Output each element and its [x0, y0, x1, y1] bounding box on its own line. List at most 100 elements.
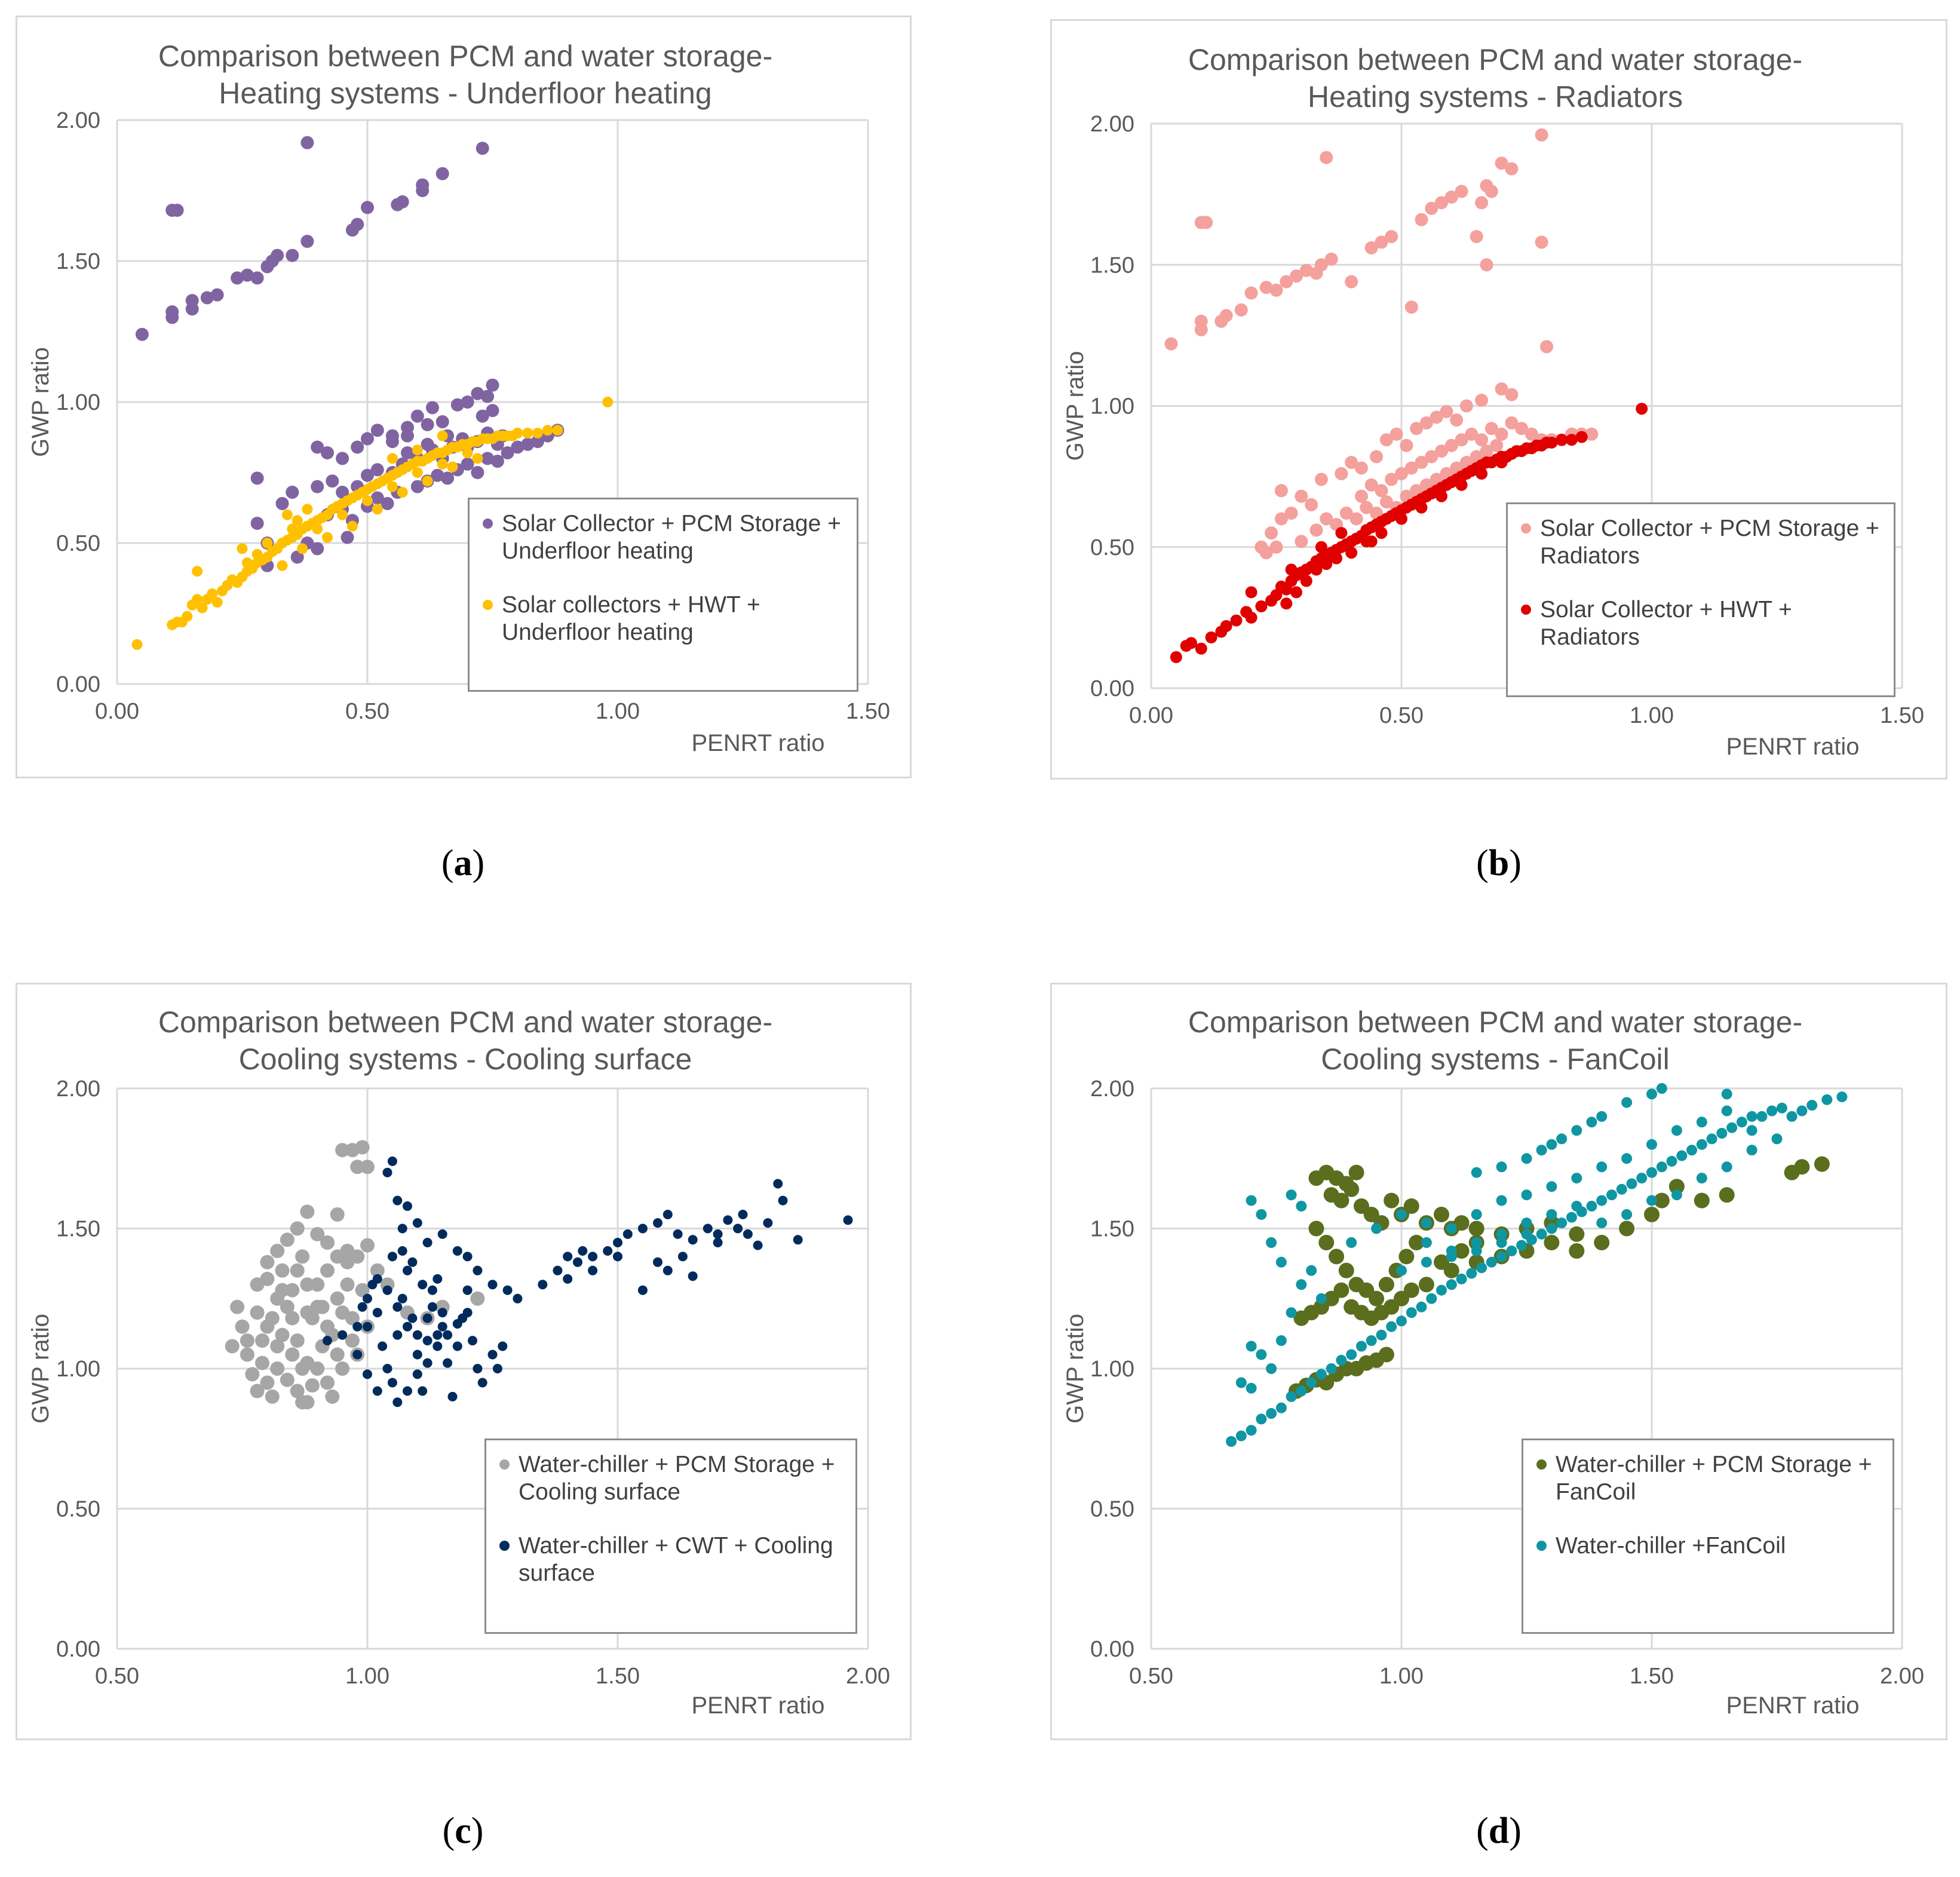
caption-c: (c): [442, 1811, 484, 1851]
data-point: [1766, 1105, 1778, 1117]
data-point: [1346, 1349, 1357, 1360]
data-point: [192, 594, 203, 605]
data-point: [325, 1389, 340, 1404]
data-point: [1296, 1201, 1307, 1212]
data-point: [588, 1252, 598, 1262]
data-point: [1771, 1133, 1783, 1145]
data-point: [397, 487, 408, 498]
data-point: [637, 1285, 648, 1295]
data-point: [1814, 1156, 1830, 1172]
data-point: [793, 1235, 803, 1245]
x-tick-label: 0.50: [345, 699, 389, 724]
legend-label-line: FanCoil: [1556, 1479, 1636, 1505]
data-point: [1403, 1282, 1419, 1298]
data-point: [1496, 1195, 1507, 1206]
data-point: [280, 1299, 295, 1314]
data-point: [182, 611, 193, 622]
data-point: [240, 1333, 254, 1348]
data-point: [1338, 1262, 1354, 1278]
data-point: [1266, 1408, 1277, 1419]
data-point: [1365, 535, 1378, 548]
data-point: [412, 444, 423, 456]
data-point: [1516, 1240, 1527, 1251]
data-point: [422, 1238, 433, 1247]
data-point: [410, 480, 424, 493]
data-point: [422, 1358, 433, 1368]
data-point: [275, 1263, 290, 1278]
data-point: [433, 1274, 443, 1284]
data-point: [1355, 489, 1368, 503]
y-tick-label: 0.00: [1090, 1637, 1134, 1662]
data-point: [470, 1291, 485, 1306]
data-point: [1569, 1226, 1585, 1242]
data-point: [1403, 1198, 1419, 1214]
data-point: [501, 446, 514, 459]
data-point: [1185, 637, 1197, 649]
data-point: [452, 1341, 462, 1351]
data-point: [843, 1215, 853, 1225]
legend-label-line: Underfloor heating: [502, 538, 694, 564]
data-point: [170, 204, 184, 217]
data-point: [1266, 1363, 1277, 1374]
data-point: [1306, 1265, 1317, 1276]
data-point: [255, 1355, 269, 1370]
data-point: [1646, 1088, 1657, 1100]
data-point: [1280, 597, 1293, 610]
data-point: [321, 446, 334, 459]
data-point: [1314, 258, 1328, 272]
legend-label-line: Water-chiller +FanCoil: [1556, 1533, 1786, 1559]
chart-title-line-1: Comparison between PCM and water storage…: [1188, 1005, 1802, 1039]
y-tick-label: 0.50: [56, 1497, 100, 1522]
data-point: [295, 1361, 310, 1376]
data-point: [407, 1313, 418, 1323]
data-point: [1415, 501, 1428, 514]
data-point: [403, 1201, 412, 1211]
data-point: [1556, 1217, 1568, 1229]
legend-item-1: Solar Collector + PCM Storage + Underfloo…: [481, 510, 845, 565]
legend-label-line: Underfloor heating: [502, 619, 694, 645]
data-point: [603, 1246, 613, 1256]
data-point: [688, 1271, 698, 1281]
data-point: [1696, 1173, 1707, 1184]
data-point: [407, 1257, 418, 1267]
data-point: [412, 1218, 422, 1228]
data-point: [1484, 185, 1498, 198]
data-point: [1465, 427, 1479, 441]
data-point: [462, 447, 473, 458]
data-point: [1453, 1215, 1470, 1231]
data-point: [733, 1223, 743, 1234]
data-point: [335, 1143, 350, 1158]
x-axis-label: PENRT ratio: [691, 1692, 824, 1719]
y-tick-label: 2.00: [56, 1076, 100, 1102]
data-point: [363, 1369, 372, 1379]
legend-d: Water-chiller + PCM Storage + FanCoil Wate…: [1522, 1439, 1894, 1634]
data-point: [1345, 275, 1358, 289]
legend-item-2: Water-chiller + CWT + Cooling surface: [498, 1532, 843, 1587]
data-point: [1444, 438, 1458, 452]
data-point: [240, 1347, 254, 1362]
series-2: [1170, 403, 1648, 663]
data-point: [487, 1350, 498, 1360]
data-point: [418, 1280, 428, 1290]
legend-marker: [483, 519, 493, 529]
data-point: [1378, 1347, 1394, 1363]
data-point: [211, 597, 223, 608]
data-point: [447, 1391, 458, 1401]
y-axis-label: GWP ratio: [1062, 351, 1088, 461]
data-point: [1506, 1246, 1517, 1256]
data-point: [1296, 1385, 1307, 1397]
data-point: [286, 486, 299, 499]
data-point: [1339, 507, 1353, 520]
data-point: [1455, 479, 1468, 491]
y-tick-label: 0.50: [56, 531, 100, 556]
data-point: [250, 271, 264, 285]
data-point: [260, 1375, 275, 1390]
data-point: [1256, 1349, 1267, 1360]
data-point: [387, 481, 398, 492]
data-point: [200, 291, 214, 305]
data-point: [237, 543, 248, 554]
data-point: [613, 1238, 622, 1247]
data-point: [250, 517, 264, 530]
data-point: [1345, 456, 1358, 469]
data-point: [1596, 1161, 1608, 1173]
